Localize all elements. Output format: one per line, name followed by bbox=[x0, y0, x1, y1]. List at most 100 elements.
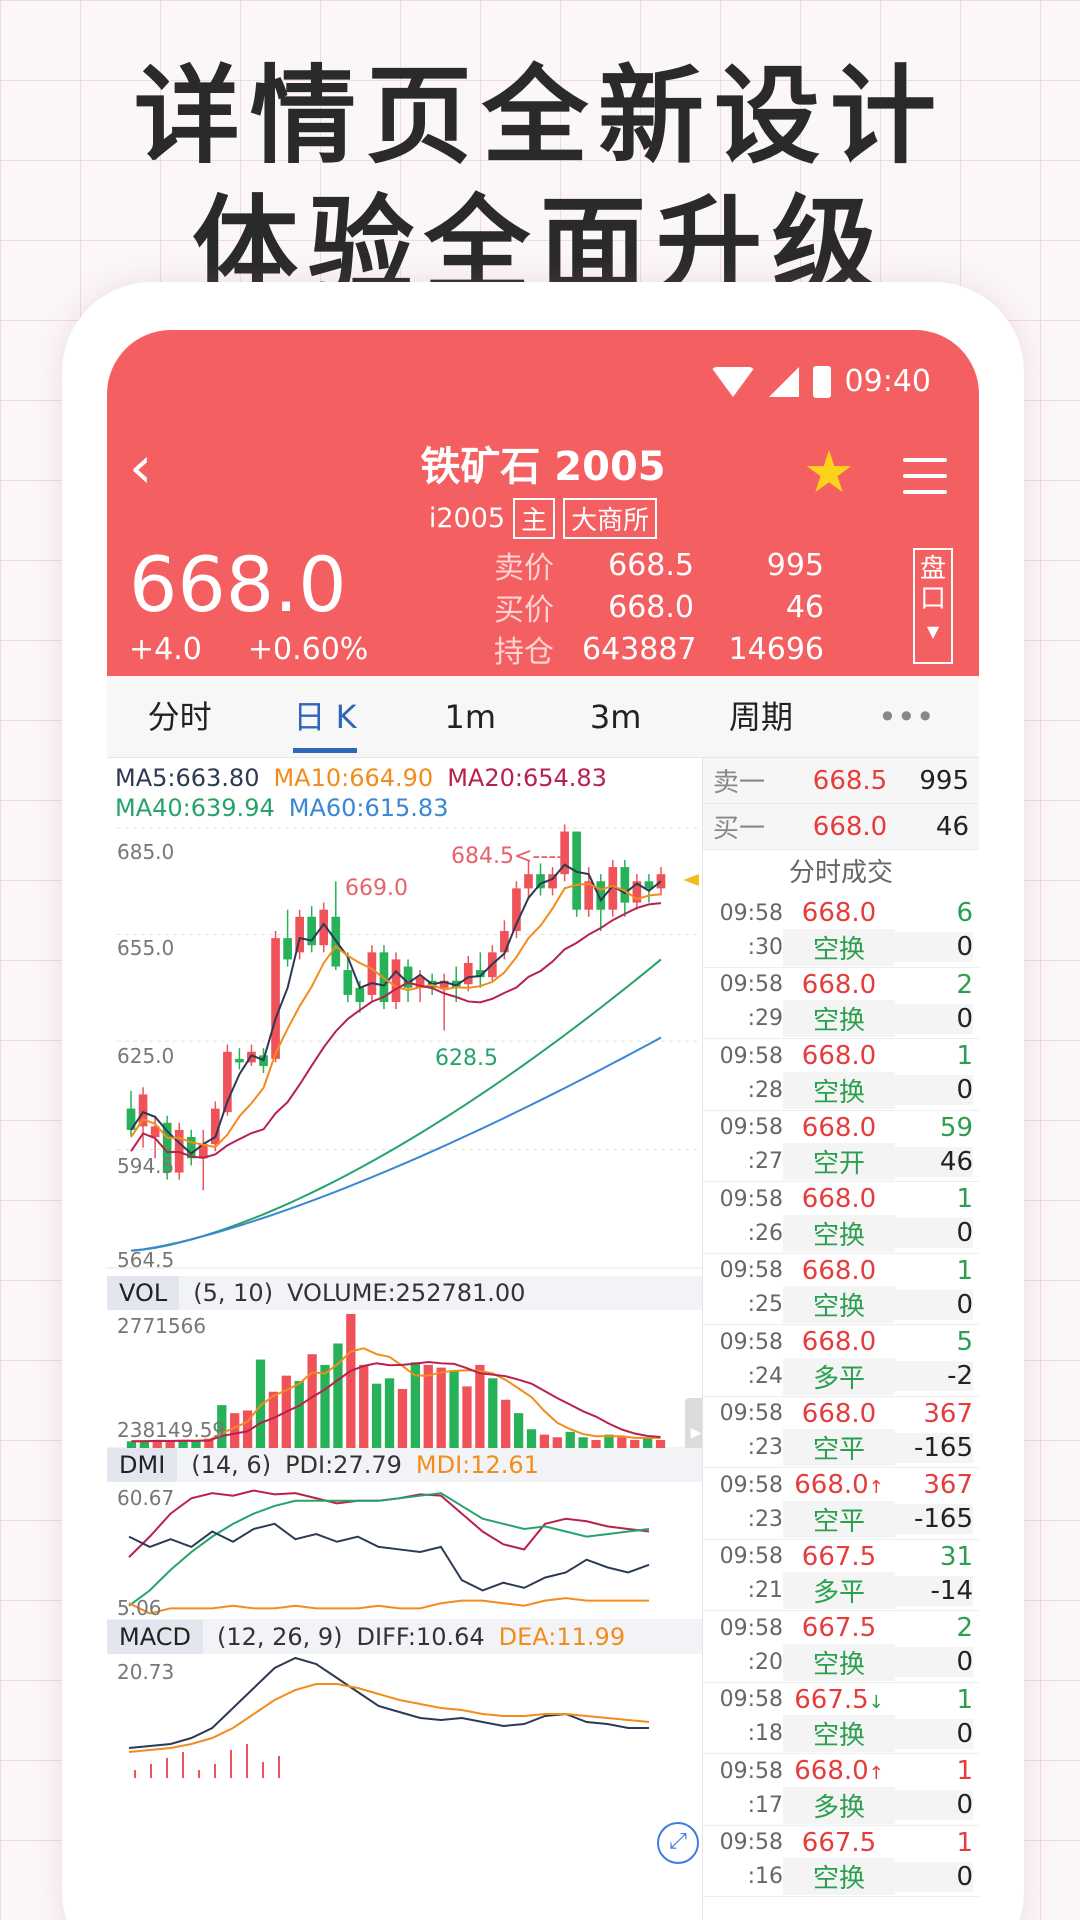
vol-ma5-line bbox=[131, 1347, 661, 1443]
volume-bar bbox=[617, 1437, 627, 1448]
volume-bar bbox=[294, 1381, 304, 1448]
battery-icon bbox=[812, 365, 831, 398]
trade-price: 668.0 bbox=[783, 1327, 895, 1357]
tab-3m[interactable]: 3m bbox=[589, 698, 642, 736]
trade-price-value: 668.0 bbox=[794, 1756, 869, 1786]
candle-body bbox=[138, 1094, 148, 1127]
back-icon[interactable]: ‹ bbox=[129, 433, 153, 501]
menu-icon[interactable] bbox=[903, 458, 947, 494]
headline-line-1: 详情页全新设计 bbox=[134, 55, 946, 178]
volume-bar bbox=[359, 1364, 369, 1448]
trade-price: 668.0 bbox=[783, 1256, 895, 1286]
volume-bar bbox=[242, 1410, 253, 1448]
contract-title-block: 铁矿石 2005 i2005 主 大商所 bbox=[107, 434, 979, 539]
more-icon[interactable]: ••• bbox=[877, 698, 935, 736]
ma-legend-row-1: MA5:663.80 MA10:664.90 MA20:654.83 bbox=[115, 764, 607, 792]
trade-second: :30 bbox=[747, 934, 783, 960]
trade-time: 09:58 bbox=[719, 1115, 783, 1140]
expand-icon[interactable]: ⤢ bbox=[657, 1822, 699, 1864]
volume-bar bbox=[501, 1399, 511, 1448]
candle-body bbox=[355, 987, 365, 1003]
tab-1m[interactable]: 1m bbox=[444, 698, 497, 736]
candle-body bbox=[223, 1051, 232, 1113]
trade-time: 09:58 bbox=[719, 1258, 783, 1283]
y-axis-label: 594.5 bbox=[117, 1154, 175, 1178]
trade-list[interactable]: 09:58 668.0 6:30 空换 0 09:58 668.0 2:29 空换 0 09:58 6… bbox=[703, 896, 979, 1897]
trade-second: :27 bbox=[747, 1149, 783, 1174]
trade-price-value: 667.5 bbox=[801, 1613, 877, 1643]
trade-type: 空换 bbox=[783, 928, 895, 966]
tab-intraday[interactable]: 分时 bbox=[147, 698, 212, 736]
orderbook-bid: 买一 668.0 46 bbox=[703, 804, 979, 850]
orderbook-ask: 卖一 668.5 995 bbox=[703, 758, 979, 804]
vol-ma10-line bbox=[131, 1360, 661, 1443]
orderbook-price: 668.0 bbox=[812, 811, 888, 842]
high-annotation: 684.5<---- bbox=[451, 844, 565, 869]
trade-second: :23 bbox=[747, 1506, 783, 1532]
volume-bar bbox=[488, 1378, 498, 1448]
ma10-line bbox=[130, 882, 662, 1149]
candle-body bbox=[391, 959, 401, 1003]
candle-body bbox=[271, 938, 280, 1059]
trade-price: 668.0 bbox=[783, 898, 895, 928]
trades-title: 分时成交 bbox=[788, 858, 893, 888]
diff-line bbox=[128, 1656, 649, 1749]
volume-bar bbox=[397, 1389, 408, 1448]
volume-bar bbox=[165, 1441, 175, 1448]
trade-oi-change: -165 bbox=[895, 1432, 973, 1463]
trade-row: 09:58 667.5 1:16 空换 0 bbox=[703, 1826, 979, 1897]
ma60-line bbox=[130, 1036, 662, 1252]
trade-qty: 1 bbox=[956, 1827, 973, 1858]
price-change: +4.0 +0.60% bbox=[129, 632, 368, 667]
trade-row: 09:58 668.0↑ 367:23 空平 -165 bbox=[703, 1468, 979, 1540]
price-marker-icon bbox=[683, 874, 699, 886]
trade-second: :21 bbox=[747, 1578, 783, 1603]
adxr-line bbox=[128, 1597, 649, 1615]
dmi-indicator-button[interactable]: DMI bbox=[107, 1448, 178, 1482]
trade-qty: 31 bbox=[939, 1541, 973, 1572]
dea-line bbox=[128, 1683, 650, 1753]
trade-price-value: 668.0 bbox=[801, 1398, 877, 1429]
period-tabs: 分时 日 K 1m 3m 周期 ••• bbox=[107, 676, 979, 758]
peak-annotation: 669.0 bbox=[345, 876, 408, 901]
trade-type: 空换 bbox=[783, 1286, 895, 1323]
mdi-line bbox=[128, 1489, 650, 1558]
candle-body bbox=[475, 970, 485, 978]
candle-body bbox=[512, 888, 521, 932]
dmi-mdi: MDI:12.61 bbox=[415, 1451, 539, 1479]
trade-time: 09:58 bbox=[719, 1043, 783, 1069]
signal-icon bbox=[768, 366, 799, 397]
trade-second: :26 bbox=[747, 1220, 783, 1246]
quote-row-open-interest: 持仓 643887 14696 bbox=[494, 628, 824, 671]
y-axis-label: 685.0 bbox=[117, 840, 175, 864]
trade-time: 09:58 bbox=[719, 900, 783, 926]
quote-header: 09:40 ‹ 铁矿石 2005 i2005 主 大商所 ★ 668.0 +4.… bbox=[107, 330, 979, 676]
y-axis-label: 625.0 bbox=[117, 1044, 175, 1068]
volume-bar bbox=[552, 1437, 562, 1448]
kline-chart-area[interactable]: MA5:663.80 MA10:664.90 MA20:654.83 MA40:… bbox=[107, 758, 707, 1920]
trade-row: 09:58 668.0 1:26 空换 0 bbox=[703, 1182, 979, 1254]
trade-arrow-icon: ↓ bbox=[868, 1691, 884, 1713]
trade-oi-change: 0 bbox=[895, 1289, 973, 1320]
tab-period[interactable]: 周期 bbox=[728, 698, 793, 736]
trade-row: 09:58 667.5 2:20 空换 0 bbox=[703, 1611, 979, 1683]
trade-price-value: 668.0 bbox=[801, 969, 877, 1000]
trade-oi-change: 46 bbox=[895, 1146, 973, 1177]
last-price: 668.0 bbox=[129, 540, 347, 629]
vol-indicator-button[interactable]: VOL bbox=[107, 1276, 180, 1310]
trades-panel: 卖一 668.5 995 买一 668.0 46 分时成交 09:58 668.0… bbox=[702, 758, 979, 1920]
pankou-button[interactable]: 盘口 ▼ bbox=[913, 548, 953, 664]
tab-daily-k[interactable]: 日 K bbox=[252, 676, 397, 757]
candle-body bbox=[403, 966, 413, 988]
trade-row: 09:58 667.5 31:21 多平 -14 bbox=[703, 1540, 979, 1611]
macd-dea: DEA:11.99 bbox=[498, 1623, 626, 1651]
change-percent: +0.60% bbox=[247, 632, 369, 667]
volume-bar bbox=[565, 1431, 575, 1448]
volume-bar bbox=[268, 1391, 279, 1448]
candle-body bbox=[150, 1126, 160, 1138]
volume-bar bbox=[126, 1441, 137, 1448]
volume-bar bbox=[217, 1405, 227, 1448]
macd-indicator-button[interactable]: MACD bbox=[107, 1620, 203, 1654]
favorite-star-icon[interactable]: ★ bbox=[803, 438, 855, 506]
status-time: 09:40 bbox=[844, 364, 931, 399]
